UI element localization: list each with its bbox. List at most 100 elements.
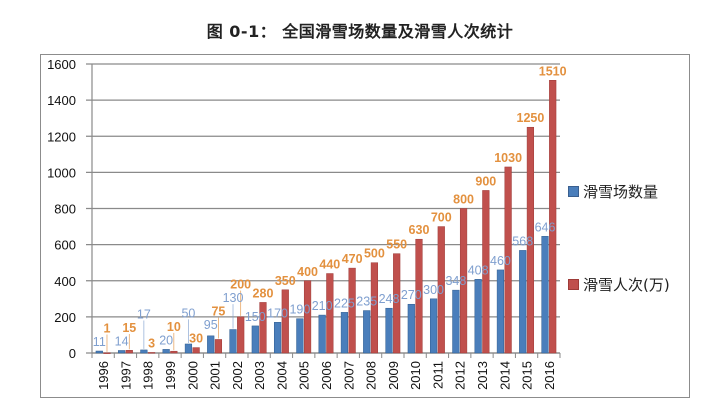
x-axis-ticks: 1996 1997 1998 1999 2000 2001 2002 2003 2004 2005… <box>91 353 561 390</box>
x-tick-label: 1998 <box>141 361 156 390</box>
x-tick-label: 2000 <box>185 361 200 390</box>
bar-visits-2005 <box>303 280 312 354</box>
bar-rinks-2008 <box>363 310 371 354</box>
x-tick-label: 2011 <box>430 361 445 389</box>
bar-rinks-2016 <box>541 236 549 354</box>
data-label-rinks: 300 <box>423 283 444 297</box>
data-label-rinks: 348 <box>445 274 466 288</box>
gridlines <box>86 63 560 354</box>
bar-rinks-2006 <box>318 314 326 354</box>
data-label-rinks: 270 <box>401 288 422 302</box>
y-tick-label: 1000 <box>47 165 76 180</box>
data-label-visits: 900 <box>475 174 496 188</box>
data-label-rinks: 408 <box>468 263 489 277</box>
data-label-visits: 200 <box>230 278 251 292</box>
bar-rinks-2013 <box>474 279 482 354</box>
bar-visits-2013 <box>482 190 490 354</box>
bar-rinks-2001 <box>207 335 215 354</box>
bar-visits-2009 <box>393 253 401 354</box>
data-label-visits: 350 <box>275 274 296 288</box>
bar-rinks-2007 <box>340 312 349 354</box>
data-label-rinks: 210 <box>312 299 333 313</box>
bar-visits-2001 <box>214 339 223 354</box>
data-label-visits: 700 <box>431 211 452 225</box>
data-label-visits: 630 <box>409 223 430 237</box>
bar-visits-2002 <box>237 316 245 354</box>
data-label-visits: 1250 <box>517 111 545 125</box>
data-label-visits: 10 <box>167 320 181 334</box>
bar-visits-2016 <box>549 80 557 354</box>
data-label-rinks: 150 <box>245 310 266 324</box>
x-tick-label: 2013 <box>475 361 490 390</box>
bar-visits-2007 <box>348 267 356 354</box>
y-tick-label: 1400 <box>47 93 76 108</box>
x-tick-label: 2005 <box>297 361 312 390</box>
data-label-rinks: 20 <box>159 333 173 347</box>
data-label-rinks: 17 <box>137 308 151 322</box>
data-label-rinks: 568 <box>512 234 533 248</box>
data-label-visits: 400 <box>297 265 318 279</box>
bar-visits-2008 <box>370 262 379 354</box>
data-label-rinks: 190 <box>289 303 310 317</box>
data-label-visits: 1510 <box>539 64 567 78</box>
x-tick-label: 2006 <box>319 361 334 390</box>
x-tick-label: 2009 <box>386 361 401 390</box>
data-label-rinks: 50 <box>181 306 195 320</box>
data-label-rinks: 225 <box>334 296 355 310</box>
data-label-rinks: 460 <box>490 254 511 268</box>
data-label-visits: 440 <box>319 258 340 272</box>
x-tick-label: 2002 <box>230 361 245 390</box>
bar-visits-2011 <box>437 226 445 354</box>
y-tick-label: 1600 <box>47 57 76 72</box>
data-label-rinks: 11 <box>93 335 106 349</box>
x-tick-label: 1999 <box>163 361 178 390</box>
data-label-visits: 1030 <box>494 151 522 165</box>
bar-rinks-1998 <box>140 349 148 354</box>
data-label-rinks: 95 <box>204 318 218 332</box>
bar-rinks-2012 <box>452 289 460 354</box>
bar-visits-1999 <box>170 350 178 354</box>
bar-rinks-2010 <box>407 303 415 354</box>
bar-rinks-2015 <box>519 250 527 354</box>
bar-visits-2004 <box>281 289 289 354</box>
bar-visits-2015 <box>526 126 535 354</box>
x-tick-label: 2012 <box>453 361 468 390</box>
data-label-rinks: 248 <box>379 292 400 306</box>
bar-rinks-1999 <box>162 349 170 354</box>
data-label-rinks: 14 <box>115 335 129 349</box>
data-label-rinks: 235 <box>356 295 377 309</box>
bar-visits-1996 <box>103 352 111 354</box>
x-tick-label: 2014 <box>497 361 512 390</box>
x-tick-label: 2004 <box>274 361 289 390</box>
x-tick-label: 2003 <box>252 361 267 390</box>
legend-label-rinks: 滑雪场数量 <box>583 183 659 201</box>
bar-visits-1998 <box>147 352 156 354</box>
data-label-visits: 3 <box>148 337 155 351</box>
bar-rinks-1996 <box>95 350 103 354</box>
bar-visits-1997 <box>125 350 133 354</box>
data-label-visits: 30 <box>189 332 203 346</box>
legend-swatch-rinks <box>568 186 579 197</box>
bar-visits-2000 <box>192 347 200 354</box>
x-tick-label: 1997 <box>118 361 133 390</box>
data-label-visits: 280 <box>253 286 274 300</box>
data-label-visits: 500 <box>364 247 385 261</box>
bar-rinks-2002 <box>229 329 237 354</box>
x-tick-label: 2015 <box>520 361 535 390</box>
data-label-visits: 550 <box>386 238 407 252</box>
bar-rinks-2000 <box>184 343 193 354</box>
y-tick-label: 800 <box>54 202 76 217</box>
x-tick-label: 1996 <box>96 361 111 390</box>
bar-rinks-2014 <box>496 269 505 354</box>
x-tick-label: 2001 <box>208 361 223 390</box>
bar-rinks-2003 <box>251 325 259 354</box>
data-label-visits: 470 <box>342 252 363 266</box>
chart-title: 图 0-1： 全国滑雪场数量及滑雪人次统计 <box>206 22 514 41</box>
data-label-visits: 15 <box>122 321 136 335</box>
data-label-rinks: 170 <box>267 306 288 320</box>
y-tick-label: 0 <box>69 346 76 361</box>
bar-visits-2010 <box>415 238 423 354</box>
y-axis-ticks: 0 200 400 600 800 1000 1200 1400 1600 <box>47 57 76 361</box>
bar-visits-2014 <box>504 166 512 354</box>
